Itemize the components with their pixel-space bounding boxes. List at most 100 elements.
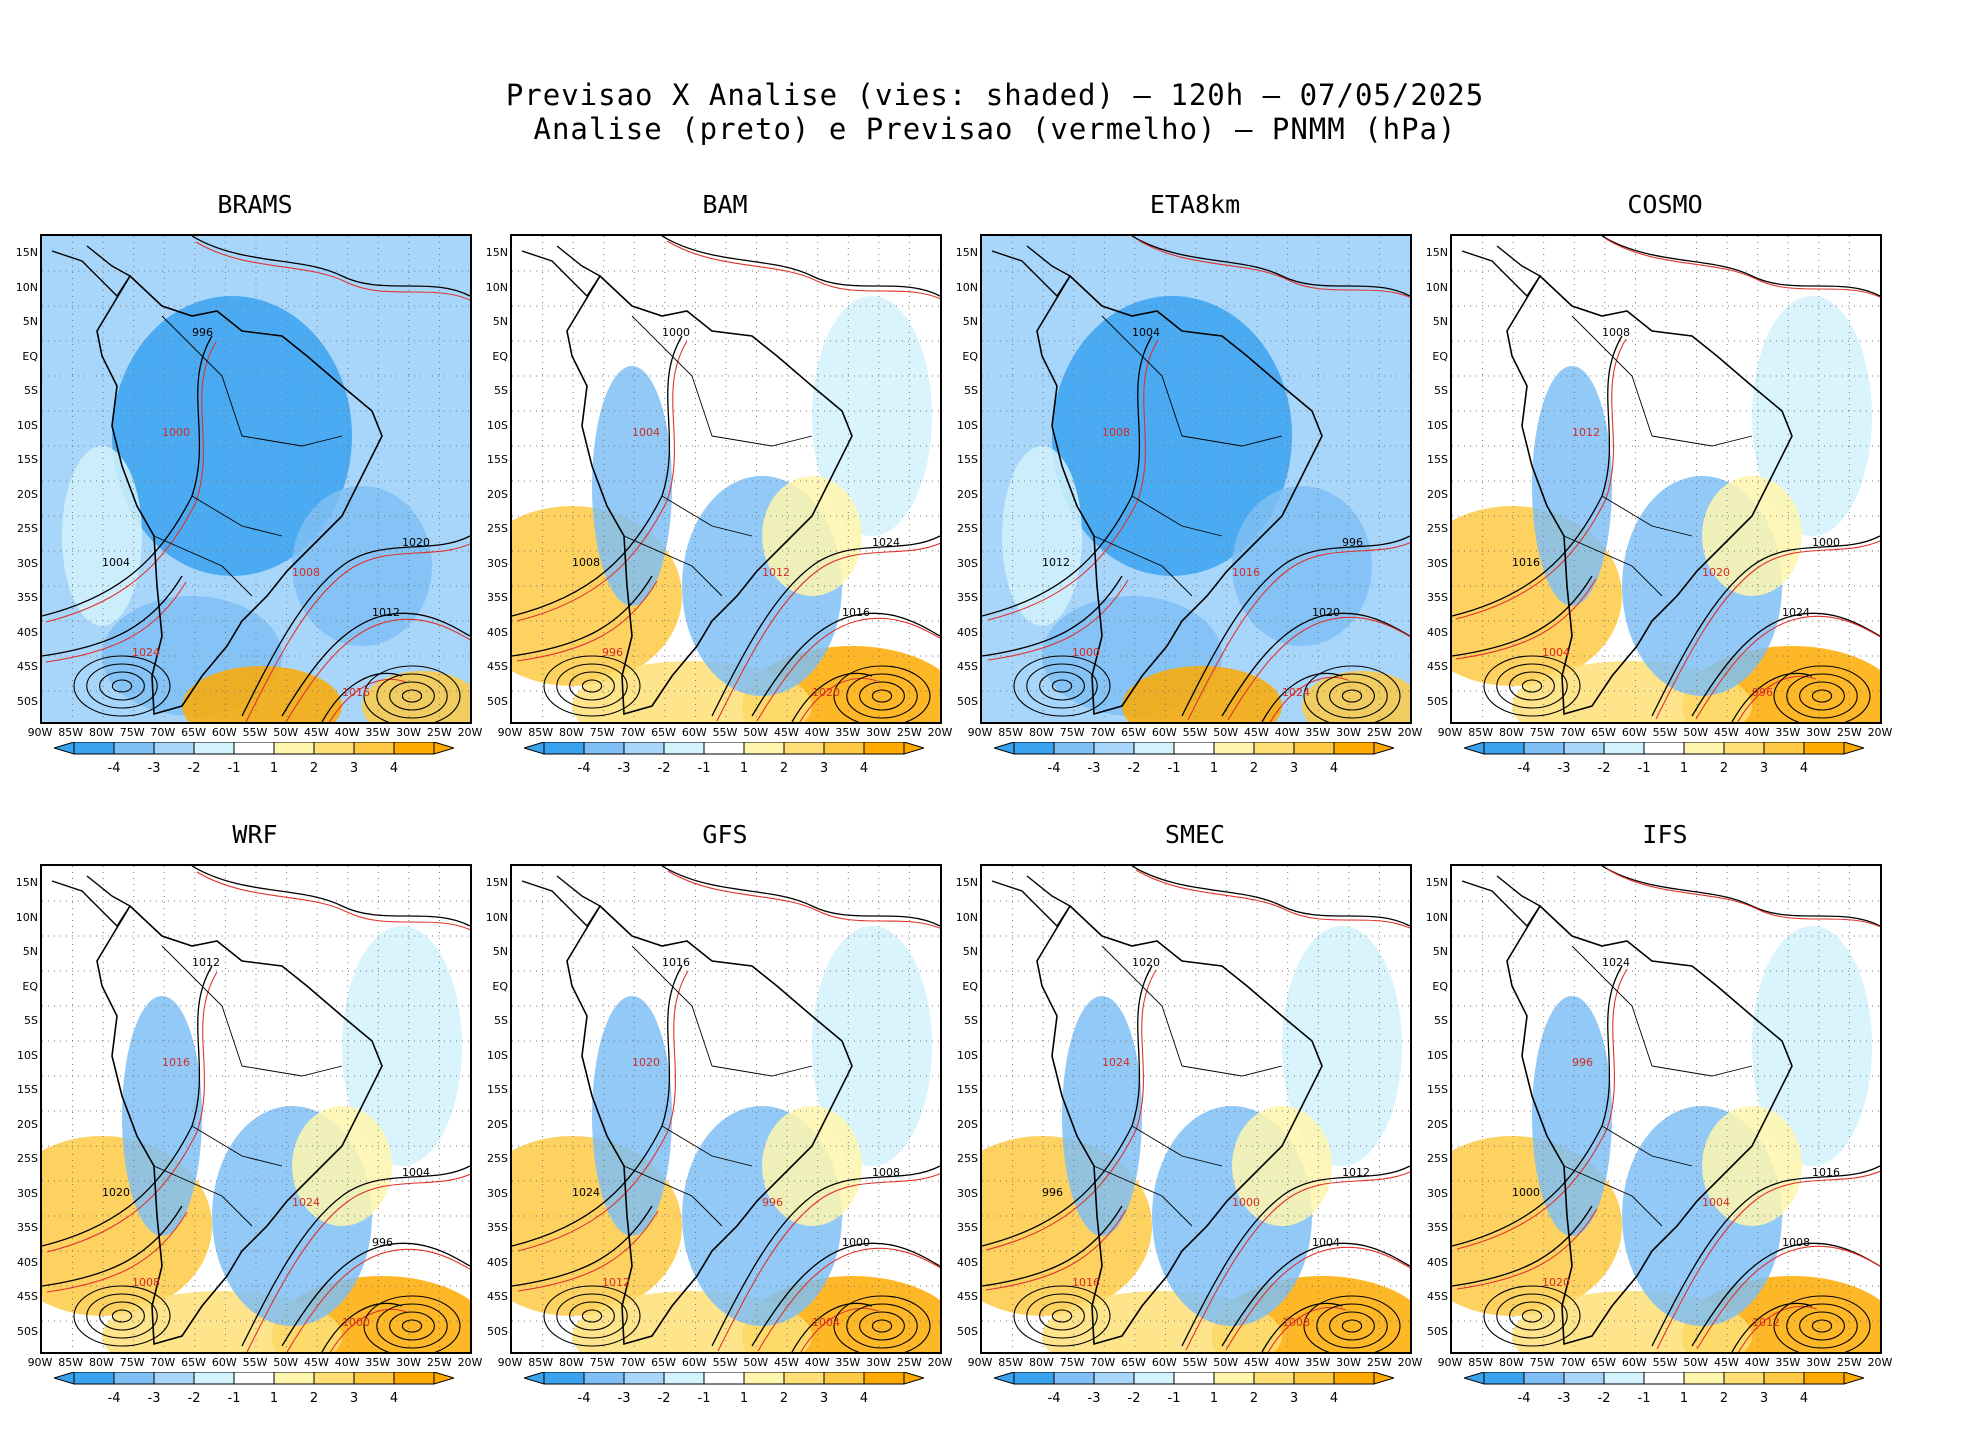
lon-tick-label: 85W — [58, 1356, 84, 1369]
low-pressure-contour — [1509, 1301, 1555, 1331]
forecast-isobar — [195, 241, 470, 301]
bias-region — [812, 926, 932, 1166]
colorbar-segment — [783, 741, 825, 755]
lat-tick-label: 50S — [17, 1324, 38, 1338]
south-america-coastline — [1036, 904, 1323, 1346]
colorbar-segment — [233, 1371, 275, 1385]
colorbar-segment — [663, 741, 705, 755]
analysis-isobar — [1181, 1165, 1410, 1347]
country-border — [241, 1065, 343, 1077]
lat-tick-label: 30S — [1427, 556, 1448, 570]
colorbar-high-arrow — [1373, 741, 1396, 755]
isobar-label: 1008 — [572, 556, 600, 569]
isobar-label: 996 — [192, 326, 213, 339]
colorbar-segment — [1253, 741, 1295, 755]
colorbar-segment — [193, 1371, 235, 1385]
country-border — [191, 495, 283, 537]
colorbar-segment — [823, 1371, 865, 1385]
lat-tick-label: 15S — [487, 1083, 508, 1096]
colorbar-segment — [113, 741, 155, 755]
lon-tick-label: 25W — [896, 1356, 922, 1369]
lon-tick-label: 25W — [426, 1356, 452, 1369]
colorbar-segment — [1763, 1371, 1805, 1385]
colorbar-segment — [543, 741, 585, 755]
colorbar-segment — [1523, 741, 1565, 755]
bias-region — [122, 996, 202, 1236]
lat-tick-label: 40S — [487, 1255, 508, 1269]
isobar-label: 996 — [1342, 536, 1363, 549]
bias-region — [1002, 446, 1082, 626]
lat-tick-label: 10S — [957, 418, 978, 432]
isobar-label: 1004 — [1702, 1196, 1730, 1209]
analysis-isobar — [1131, 866, 1410, 927]
lat-tick-label: 20S — [17, 487, 38, 501]
forecast-isobar — [46, 971, 218, 1253]
isobar-label: 1012 — [372, 606, 400, 619]
lat-tick-label: EQ — [962, 979, 978, 993]
forecast-isobar — [1606, 868, 1880, 928]
colorbar-label: -4 — [1518, 1391, 1531, 1406]
lon-tick-label: 70W — [620, 726, 646, 739]
low-pressure-contour — [1051, 679, 1073, 693]
colorbar-segment — [1723, 1371, 1765, 1385]
isobar-label: 1016 — [662, 956, 690, 969]
isobar-label: 1008 — [872, 1166, 900, 1179]
lat-tick-label: 15N — [1425, 876, 1448, 889]
colorbar-segment — [863, 1371, 905, 1385]
country-border — [1093, 535, 1193, 597]
lat-tick-label: 30S — [487, 1186, 508, 1200]
lat-tick-label: 25S — [1427, 522, 1448, 535]
title-line-1: Previsao X Analise (vies: shaded) – 120h… — [505, 78, 1485, 112]
lat-tick-label: 45S — [17, 660, 38, 673]
isobar-label: 1020 — [632, 1056, 660, 1069]
analysis-isobar — [661, 866, 940, 927]
south-america-coastline — [1506, 274, 1793, 716]
lat-tick-label: 25S — [17, 522, 38, 535]
colorbar-label: -1 — [1168, 761, 1181, 776]
low-pressure-contour — [1811, 1319, 1833, 1333]
forecast-isobar — [987, 579, 1129, 661]
lon-tick-label: 75W — [119, 1356, 145, 1369]
analysis-isobar — [661, 236, 940, 297]
low-pressure-contour — [846, 673, 918, 719]
lat-tick-label: 5N — [492, 315, 508, 328]
lon-tick-label: 55W — [1182, 726, 1208, 739]
lon-tick-label: 20W — [1397, 1356, 1423, 1369]
colorbar-label: -1 — [698, 761, 711, 776]
colorbar-segment — [1563, 1371, 1605, 1385]
low-pressure-contour — [569, 1301, 615, 1331]
colorbar-label: 2 — [1720, 761, 1728, 776]
low-pressure-contour — [833, 1295, 931, 1352]
colorbar-label: 2 — [310, 1391, 318, 1406]
lat-tick-label: 10N — [15, 280, 38, 294]
forecast-isobar — [329, 1308, 408, 1352]
panel-title: BRAMS — [217, 190, 293, 219]
forecast-isobar — [756, 617, 940, 722]
isobar-label: 1012 — [602, 1276, 630, 1289]
lon-tick-label: 80W — [1028, 1356, 1054, 1369]
low-pressure-contour — [556, 663, 628, 709]
isobar-label: 1024 — [1602, 956, 1630, 969]
analysis-isobar — [982, 1205, 1123, 1287]
lon-tick-label: 35W — [365, 1356, 391, 1369]
lat-tick-label: 50S — [957, 694, 978, 708]
colorbar-segment — [1093, 1371, 1135, 1385]
colorbar-high-arrow — [903, 1371, 926, 1385]
colorbar-high-arrow — [1373, 1371, 1396, 1385]
lon-tick-label: 35W — [1305, 1356, 1331, 1369]
low-pressure-contour — [401, 1319, 423, 1333]
lon-tick-label: 85W — [528, 1356, 554, 1369]
forecast-isobar — [45, 581, 187, 663]
colorbar: -4 -3 -2 -1 1 2 3 4 — [522, 741, 926, 782]
low-pressure-contour — [1013, 1285, 1111, 1347]
lon-tick-label: 75W — [589, 1356, 615, 1369]
bias-region — [1062, 996, 1142, 1236]
colorbar-label: 4 — [390, 761, 398, 776]
lon-tick-label: 90W — [497, 726, 523, 739]
map-plot: 1024 996 1000 1004 1008 1012 1016 1020 — [1450, 864, 1882, 1354]
bias-region — [1532, 366, 1612, 606]
lat-tick-label: EQ — [1432, 979, 1448, 993]
lat-tick-label: 35S — [17, 1221, 38, 1234]
bias-region — [812, 296, 932, 536]
lon-tick-label: 80W — [88, 726, 114, 739]
